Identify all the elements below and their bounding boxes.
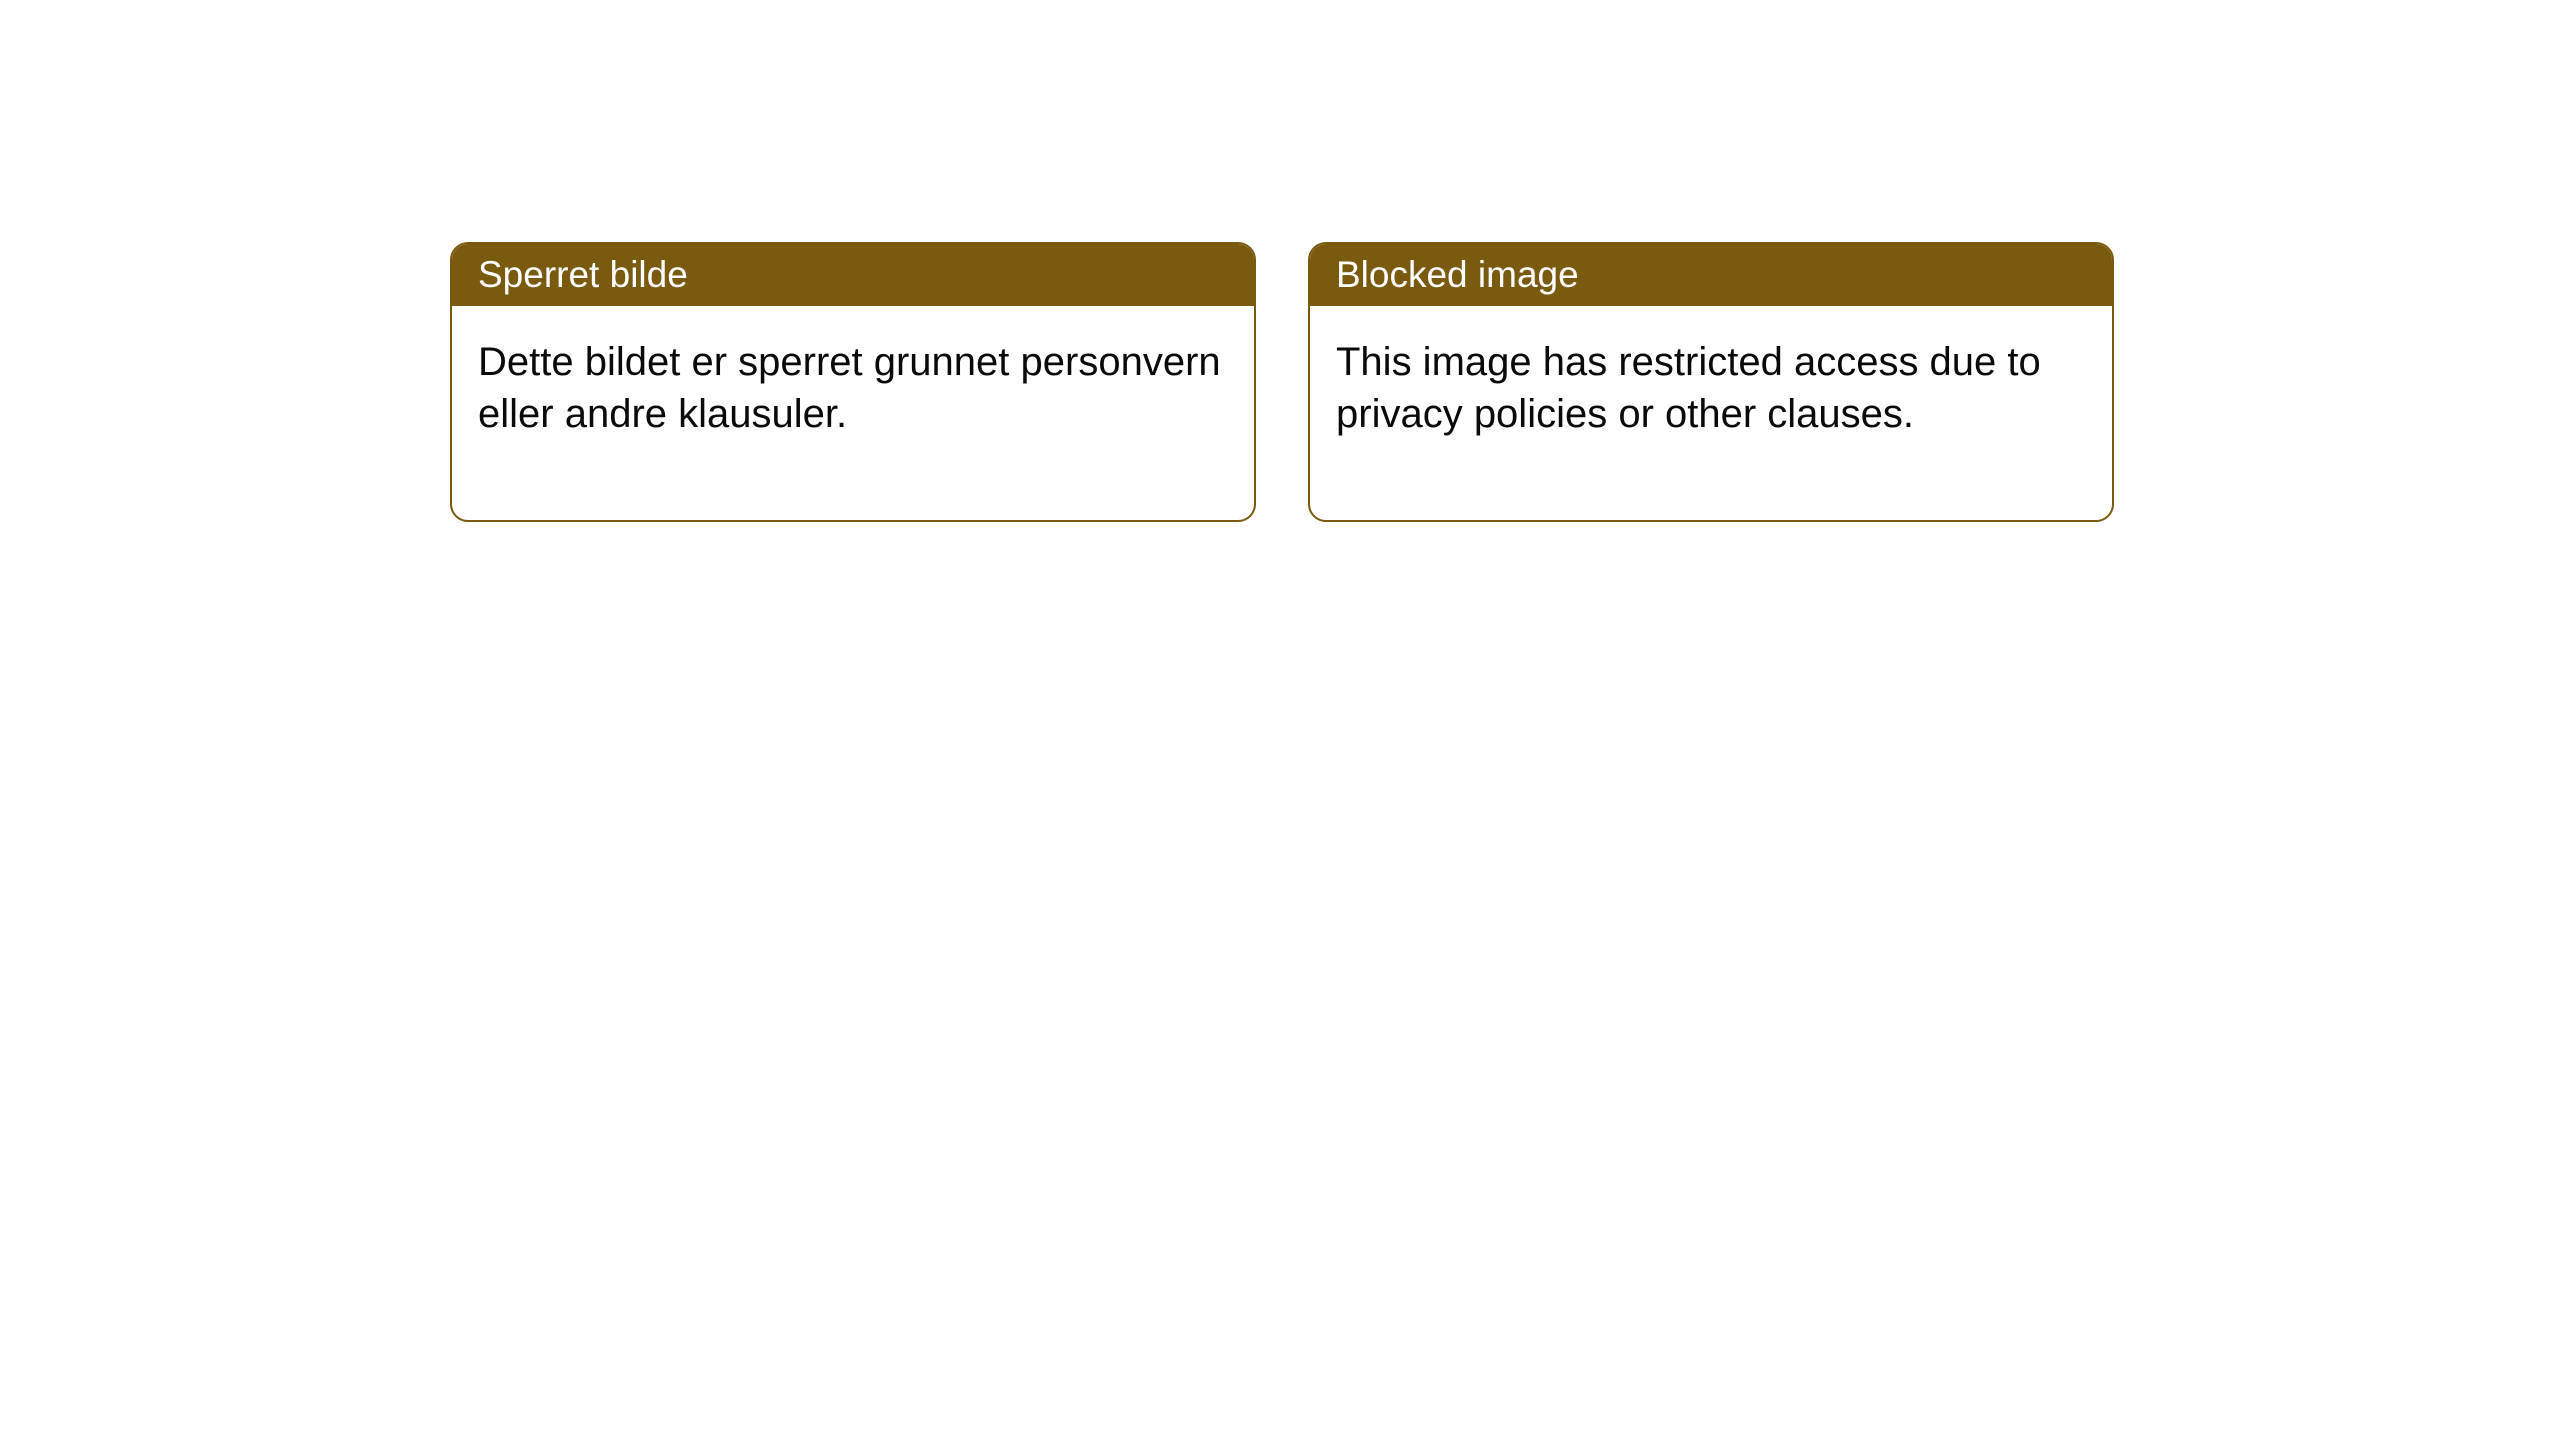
card-body: Dette bildet er sperret grunnet personve… bbox=[452, 306, 1254, 520]
notice-card-english: Blocked image This image has restricted … bbox=[1308, 242, 2114, 522]
card-header: Blocked image bbox=[1310, 244, 2112, 306]
card-body: This image has restricted access due to … bbox=[1310, 306, 2112, 520]
card-body-text: This image has restricted access due to … bbox=[1336, 340, 2041, 436]
notice-container: Sperret bilde Dette bildet er sperret gr… bbox=[0, 0, 2560, 522]
notice-card-norwegian: Sperret bilde Dette bildet er sperret gr… bbox=[450, 242, 1256, 522]
card-title: Sperret bilde bbox=[478, 254, 688, 295]
card-title: Blocked image bbox=[1336, 254, 1579, 295]
card-header: Sperret bilde bbox=[452, 244, 1254, 306]
card-body-text: Dette bildet er sperret grunnet personve… bbox=[478, 340, 1221, 436]
